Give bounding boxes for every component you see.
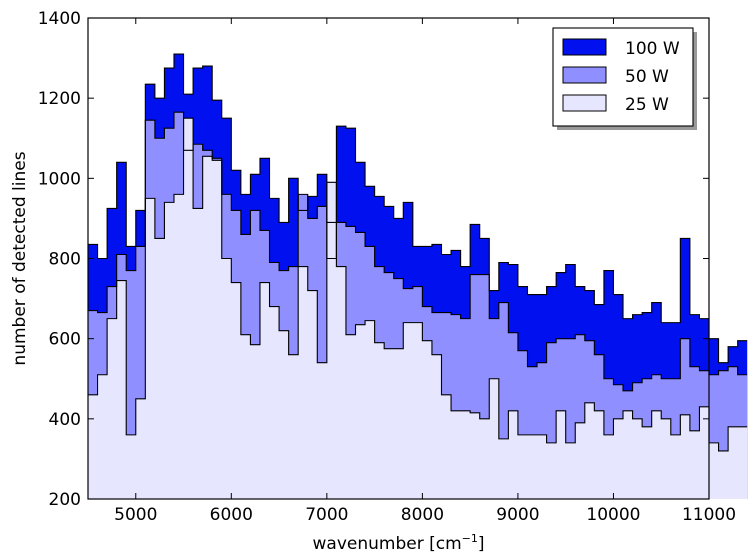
outline-series-2 bbox=[88, 117, 748, 452]
outline-series-1 bbox=[88, 111, 748, 392]
x-axis-label: wavenumber [cm−1] bbox=[313, 532, 485, 554]
stacked-areas bbox=[88, 54, 748, 500]
legend-label: 100 W bbox=[625, 39, 680, 59]
x-axis-label-text: wavenumber [cm bbox=[313, 534, 462, 554]
y-tick-label: 1400 bbox=[38, 9, 81, 29]
area-series-2 bbox=[88, 118, 748, 500]
legend-swatch bbox=[562, 66, 607, 84]
legend: 100 W 50 W 25 W bbox=[552, 27, 697, 130]
y-tick-label: 400 bbox=[49, 410, 81, 430]
legend-swatch bbox=[562, 38, 607, 56]
series-outlines bbox=[88, 53, 748, 452]
y-tick-label: 600 bbox=[49, 330, 81, 350]
x-axis-label-superscript: −1 bbox=[462, 532, 478, 545]
x-axis-label-end: ] bbox=[478, 534, 485, 554]
y-axis-label: number of detected lines bbox=[10, 151, 30, 365]
x-tick-label: 6000 bbox=[210, 505, 253, 525]
legend-label: 25 W bbox=[625, 95, 669, 115]
x-tick-label: 9000 bbox=[496, 505, 539, 525]
legend-swatch bbox=[562, 94, 607, 112]
y-tick-label: 1200 bbox=[38, 89, 81, 109]
y-tick-label: 200 bbox=[49, 490, 81, 510]
x-tick-label: 5000 bbox=[114, 505, 157, 525]
outline-series-0 bbox=[88, 53, 748, 364]
x-tick-label: 10000 bbox=[586, 505, 640, 525]
x-axis-ticks: 5000 6000 7000 8000 9000 10000 11000 bbox=[114, 18, 736, 525]
y-tick-label: 800 bbox=[49, 250, 81, 270]
legend-label: 50 W bbox=[625, 67, 669, 87]
x-tick-label: 11000 bbox=[682, 505, 736, 525]
y-tick-label: 1000 bbox=[38, 169, 81, 189]
x-tick-label: 7000 bbox=[305, 505, 348, 525]
y-axis-ticks: 200 400 600 800 1000 1200 1400 bbox=[38, 9, 709, 510]
x-tick-label: 8000 bbox=[401, 505, 444, 525]
